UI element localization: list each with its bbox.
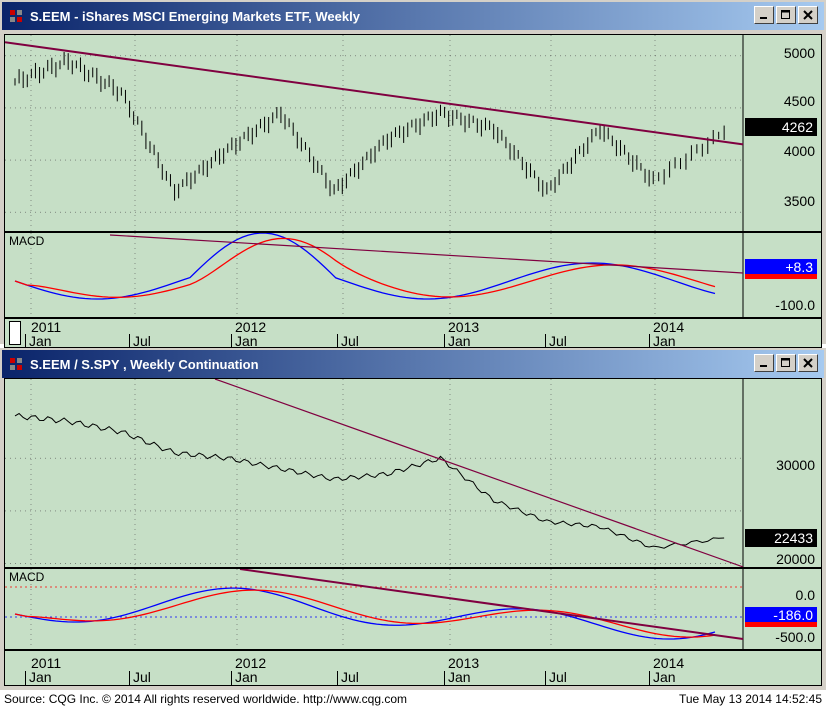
ratio-macd-chart [5, 569, 744, 650]
eem-macd-chart [5, 233, 744, 318]
minimize-icon [760, 17, 767, 19]
title-bar[interactable]: S.EEM / S.SPY , Weekly Continuation [2, 350, 824, 378]
macd-pane[interactable]: MACD +8.3 -100.0 [4, 232, 822, 318]
x-year-2012: 2012 [235, 655, 267, 671]
x-month: Jul [549, 669, 567, 685]
x-month: Jul [341, 669, 359, 685]
maximize-button[interactable] [776, 354, 796, 372]
x-month: Jan [235, 669, 258, 685]
close-button[interactable] [798, 6, 818, 24]
macd-slow-line [14, 589, 716, 638]
macd-label: MACD [9, 234, 45, 248]
close-icon [803, 358, 813, 368]
macd-value-box: -186.0 [745, 607, 817, 627]
x-year-2011: 2011 [31, 655, 62, 671]
y-tick-5000: 5000 [783, 45, 815, 61]
x-year-2013: 2013 [448, 655, 480, 671]
x-month: Jan [653, 669, 676, 685]
y-tick-3500: 3500 [783, 193, 815, 209]
close-button[interactable] [798, 354, 818, 372]
minimize-icon [760, 365, 767, 367]
x-year-2012: 2012 [235, 319, 267, 335]
x-month: Jul [133, 333, 151, 349]
title-bar[interactable]: S.EEM - iShares MSCI Emerging Markets ET… [2, 2, 824, 30]
scroll-marker[interactable] [9, 321, 21, 345]
source-text: Source: CQG Inc. © 2014 All rights reser… [4, 692, 408, 706]
x-month: Jan [653, 333, 676, 349]
eem-spy-chart-window: S.EEM / S.SPY , Weekly Continuation 3000… [0, 348, 826, 690]
x-tick [25, 671, 26, 686]
macd-trendline [239, 569, 744, 640]
x-tick [25, 334, 26, 349]
eem-price-chart [5, 35, 744, 232]
trendline [5, 41, 744, 146]
cqg-app-icon[interactable] [8, 8, 24, 24]
x-month: Jul [341, 333, 359, 349]
ratio-pane[interactable]: 30000 20000 22433 [4, 378, 822, 568]
x-tick [129, 334, 130, 349]
macd-tick-neg500: -500.0 [775, 629, 815, 645]
footer: Source: CQG Inc. © 2014 All rights reser… [0, 690, 826, 708]
macd-tick: -100.0 [775, 297, 815, 313]
y-tick-4000: 4000 [783, 143, 815, 159]
x-tick [129, 671, 130, 686]
x-tick [231, 334, 232, 349]
minimize-button[interactable] [754, 6, 774, 24]
macd-pane[interactable]: MACD 0.0 -186.0 -500.0 [4, 568, 822, 650]
maximize-icon [781, 10, 790, 19]
timestamp: Tue May 13 2014 14:52:45 [679, 692, 822, 706]
x-tick [337, 671, 338, 686]
x-year-2011: 2011 [31, 319, 62, 335]
x-month: Jan [29, 333, 52, 349]
x-tick [231, 671, 232, 686]
price-pane[interactable]: 5000 4500 4000 3500 4262 [4, 34, 822, 232]
eem-chart-window: S.EEM - iShares MSCI Emerging Markets ET… [0, 0, 826, 349]
plot-area [5, 379, 743, 568]
plot-area [5, 233, 743, 318]
x-year-2014: 2014 [653, 655, 685, 671]
last-price-box: 22433 [745, 529, 817, 547]
last-price-box: 4262 [745, 118, 817, 136]
x-tick [649, 671, 650, 686]
x-tick [444, 334, 445, 349]
ratio-chart [5, 379, 744, 568]
close-icon [803, 10, 813, 20]
x-month: Jan [29, 669, 52, 685]
cqg-app-icon[interactable] [8, 356, 24, 372]
trendline [214, 379, 744, 567]
x-month: Jan [448, 669, 471, 685]
y-tick-4500: 4500 [783, 93, 815, 109]
macd-label: MACD [9, 570, 45, 584]
x-axis: 2011 2012 2013 2014 Jan Jul Jan Jul Jan … [4, 318, 822, 349]
macd-fast-line [14, 233, 716, 300]
x-tick [649, 334, 650, 349]
maximize-icon [781, 358, 790, 367]
x-month: Jul [133, 669, 151, 685]
macd-slow-line [14, 237, 716, 298]
plot-area [5, 569, 743, 650]
x-month: Jan [235, 333, 258, 349]
plot-area [5, 35, 743, 232]
macd-trendline [109, 234, 744, 274]
macd-fast-line [14, 587, 716, 640]
y-tick-20000: 20000 [776, 551, 815, 567]
macd-value-box: +8.3 [745, 259, 817, 279]
ratio-line [14, 412, 725, 549]
x-month: Jul [549, 333, 567, 349]
x-axis: 2011 2012 2013 2014 Jan Jul Jan Jul Jan … [4, 650, 822, 686]
x-tick [545, 671, 546, 686]
x-month: Jan [448, 333, 471, 349]
x-year-2014: 2014 [653, 319, 685, 335]
x-tick [545, 334, 546, 349]
x-year-2013: 2013 [448, 319, 480, 335]
x-tick [337, 334, 338, 349]
maximize-button[interactable] [776, 6, 796, 24]
y-tick-30000: 30000 [776, 457, 815, 473]
macd-tick-zero: 0.0 [795, 587, 815, 603]
window-title: S.EEM / S.SPY , Weekly Continuation [30, 356, 259, 372]
window-title: S.EEM - iShares MSCI Emerging Markets ET… [30, 8, 360, 24]
x-tick [444, 671, 445, 686]
minimize-button[interactable] [754, 354, 774, 372]
